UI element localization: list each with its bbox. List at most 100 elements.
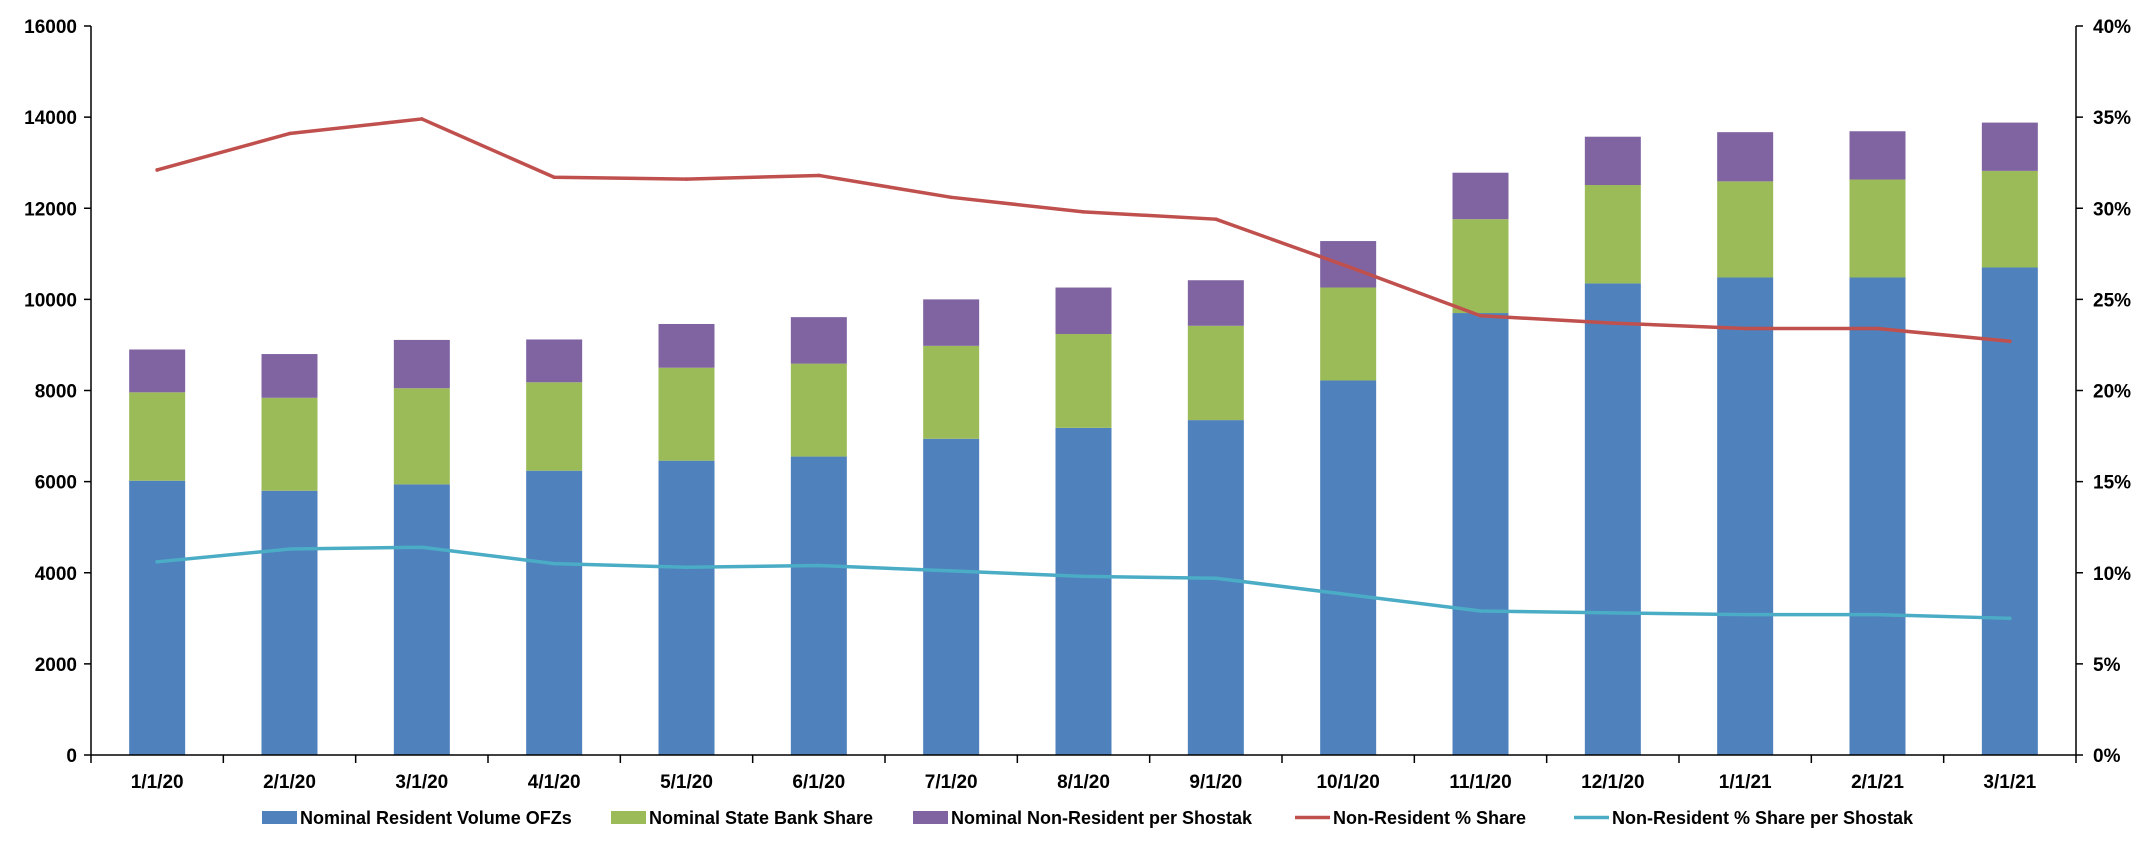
bar-nominal-state-bank-share-12 — [1584, 185, 1641, 284]
y-left-tick-label: 4000 — [35, 564, 77, 585]
bar-nominal-non-resident-per-shostak-6 — [790, 317, 847, 364]
bar-nominal-state-bank-share-3 — [393, 388, 450, 485]
bar-nominal-non-resident-per-shostak-15 — [1981, 122, 2038, 171]
point-non-resident-share-per-shostak-10 — [1346, 592, 1350, 597]
point-non-resident-share-2 — [287, 131, 292, 136]
bar-nominal-non-resident-per-shostak-7 — [923, 299, 980, 346]
y-left-tick-label: 14000 — [24, 108, 77, 129]
point-non-resident-share-per-shostak-1 — [155, 560, 159, 564]
bars-layer — [129, 122, 2038, 755]
bar-nominal-state-bank-share-13 — [1717, 181, 1774, 278]
bar-nominal-non-resident-per-shostak-11 — [1452, 172, 1509, 220]
bar-nominal-resident-volume-ofzs-11 — [1452, 313, 1509, 755]
bar-nominal-state-bank-share-4 — [526, 382, 583, 471]
point-non-resident-share-15 — [2008, 339, 2012, 344]
point-non-resident-share-9 — [1214, 217, 1218, 221]
legend-label: Nominal Resident Volume OFZs — [300, 808, 572, 828]
bar-nominal-state-bank-share-10 — [1320, 287, 1377, 381]
bar-nominal-non-resident-per-shostak-14 — [1849, 131, 1906, 180]
x-tick-label: 2/1/21 — [1851, 772, 1904, 793]
x-tick-label: 3/1/20 — [395, 772, 448, 793]
bar-nominal-resident-volume-ofzs-1 — [129, 480, 186, 755]
legend-label: Non-Resident % Share per Shostak — [1612, 808, 1914, 828]
point-non-resident-share-per-shostak-3 — [420, 545, 424, 550]
x-tick-label: 2/1/20 — [263, 772, 316, 793]
point-non-resident-share-per-shostak-5 — [684, 565, 689, 570]
x-tick-label: 8/1/20 — [1057, 772, 1110, 793]
x-tick-label: 7/1/20 — [925, 772, 978, 793]
legend-item-non-resident-share-per-shostak: Non-Resident % Share per Shostak — [1574, 808, 1914, 828]
point-non-resident-share-per-shostak-13 — [1743, 612, 1747, 617]
x-tick-label: 11/1/20 — [1449, 772, 1511, 793]
bar-nominal-state-bank-share-8 — [1055, 334, 1112, 428]
bar-nominal-state-bank-share-1 — [129, 392, 186, 481]
bar-nominal-non-resident-per-shostak-5 — [658, 323, 715, 368]
x-tick-label: 5/1/20 — [660, 772, 713, 793]
legend-item-nominal-resident-volume-ofzs: Nominal Resident Volume OFZs — [262, 808, 572, 828]
x-tick-label: 1/1/20 — [131, 772, 184, 793]
bar-nominal-non-resident-per-shostak-10 — [1320, 241, 1377, 288]
legend-item-non-resident-share: Non-Resident % Share — [1295, 808, 1526, 828]
y-right-tick-label: 20% — [2093, 382, 2131, 403]
point-non-resident-share-1 — [155, 168, 159, 172]
legend-swatch — [611, 811, 646, 824]
bar-nominal-non-resident-per-shostak-1 — [129, 349, 186, 393]
bar-nominal-resident-volume-ofzs-12 — [1584, 283, 1641, 755]
bar-nominal-state-bank-share-15 — [1981, 170, 2038, 268]
y-left-tick-label: 16000 — [24, 17, 77, 38]
bar-nominal-non-resident-per-shostak-3 — [393, 339, 450, 389]
point-non-resident-share-per-shostak-4 — [552, 561, 556, 566]
legend-label: Nominal State Bank Share — [649, 808, 873, 828]
x-tick-label: 6/1/20 — [792, 772, 845, 793]
axes-layer: 0 2000 4000 6000 8000 10000 12000 14000 16000 0% 5… — [24, 17, 2131, 793]
x-tick-label: 10/1/20 — [1316, 772, 1379, 793]
legend-swatch — [913, 811, 948, 824]
y-right-tick-label: 40% — [2093, 17, 2131, 38]
point-non-resident-share-per-shostak-15 — [2008, 616, 2012, 621]
legend-swatch — [262, 811, 297, 824]
y-left-tick-label: 12000 — [24, 199, 77, 220]
point-non-resident-share-per-shostak-9 — [1214, 576, 1218, 581]
bar-nominal-non-resident-per-shostak-2 — [261, 354, 318, 398]
y-right-tick-label: 35% — [2093, 108, 2131, 129]
bar-nominal-state-bank-share-2 — [261, 397, 318, 491]
y-right-tick-label: 30% — [2093, 199, 2131, 220]
point-non-resident-share-13 — [1743, 326, 1747, 331]
legend-item-nominal-state-bank-share: Nominal State Bank Share — [611, 808, 873, 828]
bar-nominal-resident-volume-ofzs-10 — [1320, 380, 1377, 755]
bar-nominal-state-bank-share-6 — [790, 363, 847, 457]
point-non-resident-share-5 — [684, 177, 689, 181]
x-tick-label: 9/1/20 — [1189, 772, 1242, 793]
point-non-resident-share-per-shostak-2 — [287, 547, 292, 551]
x-tick-label: 4/1/20 — [528, 772, 581, 793]
bar-nominal-state-bank-share-11 — [1452, 219, 1509, 314]
bar-nominal-resident-volume-ofzs-13 — [1717, 277, 1774, 755]
point-non-resident-share-7 — [949, 195, 953, 200]
bar-nominal-resident-volume-ofzs-3 — [393, 484, 450, 755]
x-tick-label: 1/1/21 — [1719, 772, 1772, 793]
point-non-resident-share-8 — [1081, 210, 1086, 214]
lines-layer — [155, 117, 2012, 621]
y-right-tick-label: 25% — [2093, 290, 2131, 311]
bar-nominal-non-resident-per-shostak-12 — [1584, 136, 1641, 186]
y-left-tick-label: 8000 — [35, 382, 77, 403]
point-non-resident-share-per-shostak-12 — [1611, 611, 1615, 615]
bar-nominal-resident-volume-ofzs-6 — [790, 456, 847, 755]
legend-label: Non-Resident % Share — [1333, 808, 1526, 828]
bar-nominal-state-bank-share-5 — [658, 367, 715, 461]
bar-nominal-resident-volume-ofzs-5 — [658, 460, 715, 755]
bar-nominal-non-resident-per-shostak-13 — [1717, 132, 1774, 182]
legend: Nominal Resident Volume OFZs Nominal Stat… — [262, 808, 1914, 828]
point-non-resident-share-3 — [420, 117, 424, 121]
y-left-tick-label: 6000 — [35, 473, 77, 494]
legend-label: Nominal Non-Resident per Shostak — [951, 808, 1253, 828]
point-non-resident-share-6 — [817, 173, 821, 178]
x-tick-label: 3/1/21 — [1983, 772, 2036, 793]
bar-nominal-non-resident-per-shostak-8 — [1055, 287, 1112, 335]
bar-nominal-resident-volume-ofzs-14 — [1849, 277, 1906, 755]
point-non-resident-share-per-shostak-8 — [1081, 574, 1086, 579]
y-left-tick-label: 2000 — [35, 655, 77, 676]
bar-nominal-non-resident-per-shostak-4 — [526, 339, 583, 383]
y-right-tick-label: 0% — [2093, 746, 2121, 767]
